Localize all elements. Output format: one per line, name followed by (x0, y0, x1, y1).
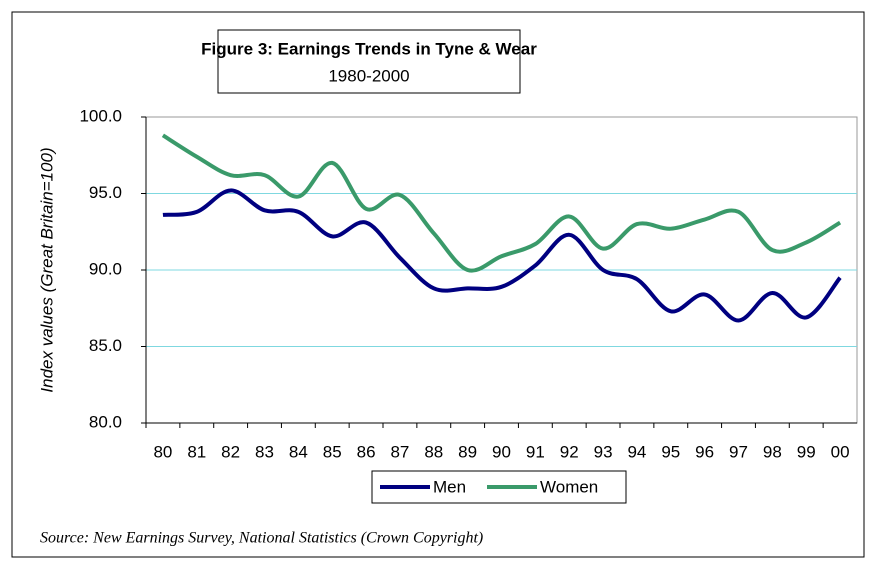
x-tick-label: 81 (187, 442, 206, 461)
x-tick-label: 90 (492, 442, 511, 461)
chart-title: Figure 3: Earnings Trends in Tyne & Wear (201, 39, 537, 58)
x-tick-label: 00 (831, 442, 850, 461)
y-axis-label: Index values (Great Britain=100) (37, 147, 56, 392)
y-tick-label: 80.0 (89, 412, 122, 431)
legend-label: Men (433, 477, 466, 496)
series-line (161, 133, 842, 273)
series-line (162, 188, 842, 323)
legend-label: Women (540, 477, 598, 496)
x-tick-label: 80 (153, 442, 172, 461)
x-tick-label: 85 (323, 442, 342, 461)
x-tick-label: 84 (289, 442, 308, 461)
x-tick-label: 99 (797, 442, 816, 461)
x-tick-label: 91 (526, 442, 545, 461)
y-tick-label: 100.0 (79, 106, 122, 125)
chart-subtitle: 1980-2000 (328, 66, 409, 85)
y-tick-label: 90.0 (89, 259, 122, 278)
x-tick-label: 96 (695, 442, 714, 461)
x-tick-label: 89 (458, 442, 477, 461)
x-tick-label: 88 (424, 442, 443, 461)
y-tick-label: 85.0 (89, 336, 122, 355)
x-tick-label: 98 (763, 442, 782, 461)
x-tick-label: 94 (627, 442, 646, 461)
x-tick-label: 82 (221, 442, 240, 461)
x-tick-label: 87 (390, 442, 409, 461)
x-tick-label: 95 (661, 442, 680, 461)
y-tick-label: 95.0 (89, 183, 122, 202)
x-tick-label: 93 (594, 442, 613, 461)
x-tick-label: 97 (729, 442, 748, 461)
x-tick-label: 92 (560, 442, 579, 461)
x-tick-label: 86 (357, 442, 376, 461)
source-note: Source: New Earnings Survey, National St… (40, 530, 483, 547)
title-box (217, 29, 521, 94)
x-tick-label: 83 (255, 442, 274, 461)
